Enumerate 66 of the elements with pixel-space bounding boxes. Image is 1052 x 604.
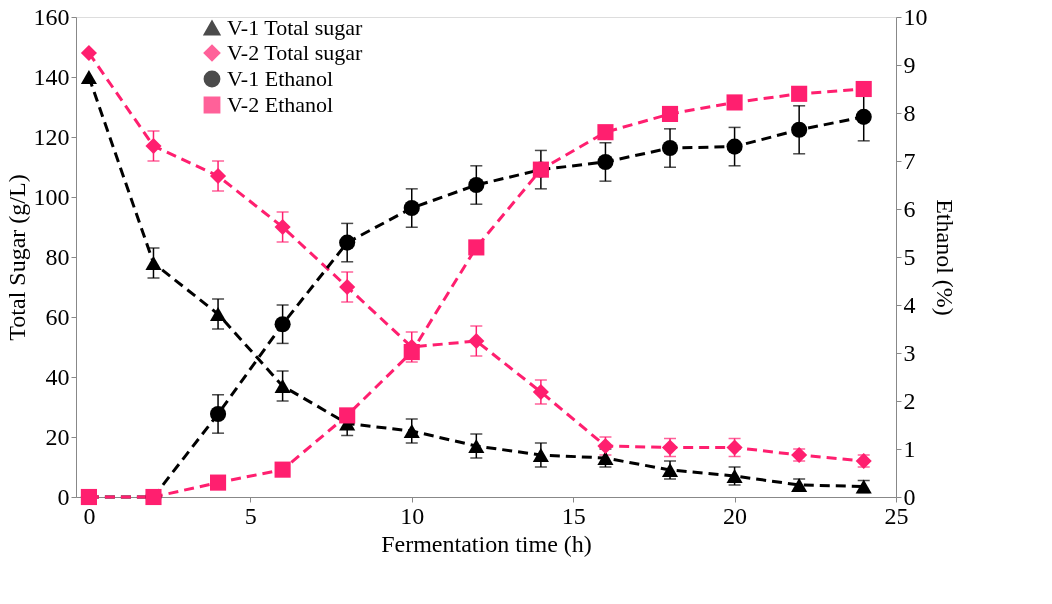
point bbox=[468, 176, 485, 194]
point bbox=[209, 167, 227, 185]
point bbox=[403, 199, 420, 217]
point bbox=[855, 80, 872, 98]
point bbox=[339, 278, 356, 296]
point bbox=[403, 424, 420, 438]
x-tick-label: 10 bbox=[400, 502, 425, 529]
point bbox=[597, 124, 614, 141]
y2-tick-label: 8 bbox=[903, 99, 916, 126]
point bbox=[274, 316, 291, 333]
point bbox=[403, 343, 420, 361]
x-tick-label: 20 bbox=[723, 502, 748, 529]
y2-tick-label: 2 bbox=[903, 387, 916, 414]
y2-tick-label: 3 bbox=[903, 339, 916, 366]
y2-tick-label: 10 bbox=[903, 3, 928, 30]
point bbox=[468, 439, 485, 453]
point bbox=[661, 139, 679, 157]
legend-label: V-1 Total sugar bbox=[227, 15, 364, 40]
point bbox=[145, 256, 162, 270]
point bbox=[339, 407, 356, 424]
y-tick-label: 140 bbox=[33, 63, 70, 90]
point bbox=[661, 105, 679, 123]
point bbox=[80, 44, 97, 62]
x-axis-title: Fermentation time (h) bbox=[381, 530, 592, 557]
y2-tick-label: 5 bbox=[903, 243, 916, 270]
y2-axis-title: Ethanol (%) bbox=[931, 199, 958, 316]
y2-tick-label: 6 bbox=[903, 195, 916, 222]
point bbox=[532, 448, 549, 462]
point bbox=[468, 239, 485, 256]
y-tick-label: 40 bbox=[45, 363, 70, 390]
y2-tick-label: 9 bbox=[903, 51, 916, 78]
legend-label: V-1 Ethanol bbox=[227, 66, 334, 91]
point bbox=[726, 94, 743, 111]
y2-tick-label: 1 bbox=[903, 435, 916, 462]
point bbox=[80, 70, 97, 84]
point bbox=[855, 108, 872, 125]
legend-label: V-2 Ethanol bbox=[227, 92, 334, 117]
point bbox=[145, 137, 162, 155]
y-tick-label: 0 bbox=[57, 483, 70, 510]
point bbox=[274, 218, 291, 236]
y-tick-label: 20 bbox=[45, 423, 70, 450]
point bbox=[791, 121, 808, 138]
x-tick-label: 0 bbox=[83, 502, 96, 529]
point bbox=[274, 379, 291, 393]
y2-tick-label: 0 bbox=[903, 483, 916, 510]
x-tick-label: 5 bbox=[244, 502, 257, 529]
point bbox=[468, 332, 485, 350]
y2-tick-label: 4 bbox=[903, 291, 916, 318]
point bbox=[274, 461, 291, 478]
point bbox=[726, 138, 743, 155]
y-tick-label: 160 bbox=[33, 3, 70, 30]
y-tick-label: 120 bbox=[33, 123, 70, 150]
point bbox=[209, 474, 227, 491]
y2-tick-label: 7 bbox=[903, 147, 916, 174]
y-tick-label: 60 bbox=[45, 303, 70, 330]
point bbox=[209, 405, 227, 423]
y-tick-label: 100 bbox=[33, 183, 70, 210]
point bbox=[791, 85, 808, 102]
point bbox=[339, 234, 356, 251]
x-tick-label: 15 bbox=[561, 502, 586, 529]
point bbox=[597, 153, 614, 171]
legend-label: V-2 Total sugar bbox=[227, 40, 364, 65]
point bbox=[209, 307, 227, 321]
y-axis-title: Total Sugar (g/L) bbox=[3, 174, 30, 341]
y-tick-label: 80 bbox=[45, 243, 70, 270]
point bbox=[532, 383, 549, 401]
